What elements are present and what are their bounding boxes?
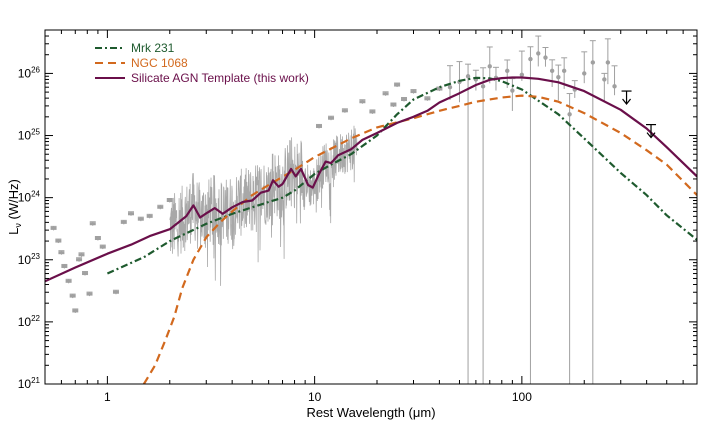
y-tick-label-base: 10 <box>18 253 32 267</box>
gray-point <box>401 98 408 102</box>
y-tick-label: 1023 <box>18 252 41 267</box>
y-tick-label: 1022 <box>18 314 41 329</box>
gray-point <box>528 56 533 62</box>
gray-point <box>112 290 119 294</box>
gray-point <box>519 72 525 78</box>
upper-limit-head <box>622 98 632 106</box>
y-tick-label-exponent: 26 <box>31 65 40 74</box>
gray-point <box>369 110 376 114</box>
series-line-mrk231 <box>106 76 697 275</box>
plot-area <box>45 35 697 384</box>
gray-point <box>99 245 106 249</box>
gray-point <box>487 64 492 69</box>
upper-limit-arrow <box>621 90 632 106</box>
gray-point <box>58 251 65 255</box>
gray-point <box>65 279 72 283</box>
y-tick-label-base: 10 <box>18 66 32 80</box>
gray-point <box>549 68 555 74</box>
y-tick-label-base: 10 <box>18 377 32 391</box>
gray-point <box>146 214 153 218</box>
gray-point <box>78 253 85 257</box>
gray-point <box>543 55 548 60</box>
gray-point <box>120 220 127 224</box>
gray-point <box>341 109 348 113</box>
y-tick-label: 1025 <box>18 128 41 143</box>
gray-point <box>76 258 83 262</box>
gray-point <box>127 212 134 216</box>
gray-point <box>480 84 486 89</box>
gray-point <box>436 87 443 91</box>
gray-point <box>382 92 389 96</box>
series-line-silicate-template <box>45 76 697 283</box>
gray-point <box>612 84 617 89</box>
upper-limit-arrow <box>646 123 657 139</box>
gray-point <box>605 60 611 65</box>
gray-point <box>137 217 144 221</box>
y-tick-label: 1021 <box>18 376 41 391</box>
gray-point <box>424 97 431 101</box>
gray-point <box>166 198 173 202</box>
gray-point <box>157 205 164 209</box>
gray-point <box>510 88 515 93</box>
gray-point <box>50 226 57 230</box>
gray-point <box>561 68 567 74</box>
gray-point <box>590 60 596 65</box>
gray-point <box>316 124 323 128</box>
gray-point <box>94 236 101 240</box>
gray-point <box>505 68 510 74</box>
x-axis-label: Rest Wavelength (μm) <box>306 405 435 420</box>
x-tick-label: 10 <box>308 390 322 404</box>
gray-point <box>394 83 401 87</box>
gray-point <box>602 77 607 82</box>
x-tick-label: 1 <box>104 390 111 404</box>
gray-point <box>410 90 417 94</box>
gray-point <box>89 222 96 226</box>
y-axis-label-unit: (W/Hz) <box>6 179 21 223</box>
gray-point <box>359 100 366 104</box>
y-tick-label-exponent: 21 <box>31 376 40 385</box>
y-tick-label-exponent: 24 <box>31 190 40 199</box>
gray-point <box>567 112 572 117</box>
y-tick-label-exponent: 23 <box>31 252 40 261</box>
upper-limit-head <box>646 132 656 139</box>
gray-point <box>86 292 93 296</box>
gray-point <box>61 264 68 268</box>
gray-point <box>390 103 397 107</box>
x-tick-label: 100 <box>512 390 532 404</box>
gray-point <box>328 116 335 120</box>
y-tick-label: 1026 <box>18 65 41 80</box>
y-tick-label: 1024 <box>18 190 41 205</box>
y-tick-label-base: 10 <box>18 191 32 205</box>
gray-point <box>447 84 453 90</box>
gray-point <box>556 74 561 80</box>
y-tick-label-exponent: 22 <box>31 314 40 323</box>
gray-point <box>536 51 541 56</box>
gray-point <box>72 309 79 313</box>
gray-point <box>465 74 471 79</box>
legend-label: NGC 1068 <box>131 56 188 70</box>
y-axis-label-sub: ν <box>13 223 23 228</box>
legend-label: Silicate AGN Template (this work) <box>131 71 309 85</box>
y-axis-label: Lν (W/Hz) <box>6 179 23 235</box>
axis-ticks <box>44 29 698 385</box>
gray-point <box>582 71 587 76</box>
y-axis-label-main: L <box>6 228 21 235</box>
y-tick-label-exponent: 25 <box>31 128 40 137</box>
legend-label: Mrk 231 <box>131 41 175 55</box>
gray-point <box>69 294 76 298</box>
series-line-ngc1068 <box>142 94 697 384</box>
gray-spectrum <box>169 125 358 286</box>
gray-point <box>82 272 89 276</box>
gray-point <box>55 239 62 243</box>
y-tick-label-base: 10 <box>18 129 32 143</box>
y-tick-label-base: 10 <box>18 315 32 329</box>
